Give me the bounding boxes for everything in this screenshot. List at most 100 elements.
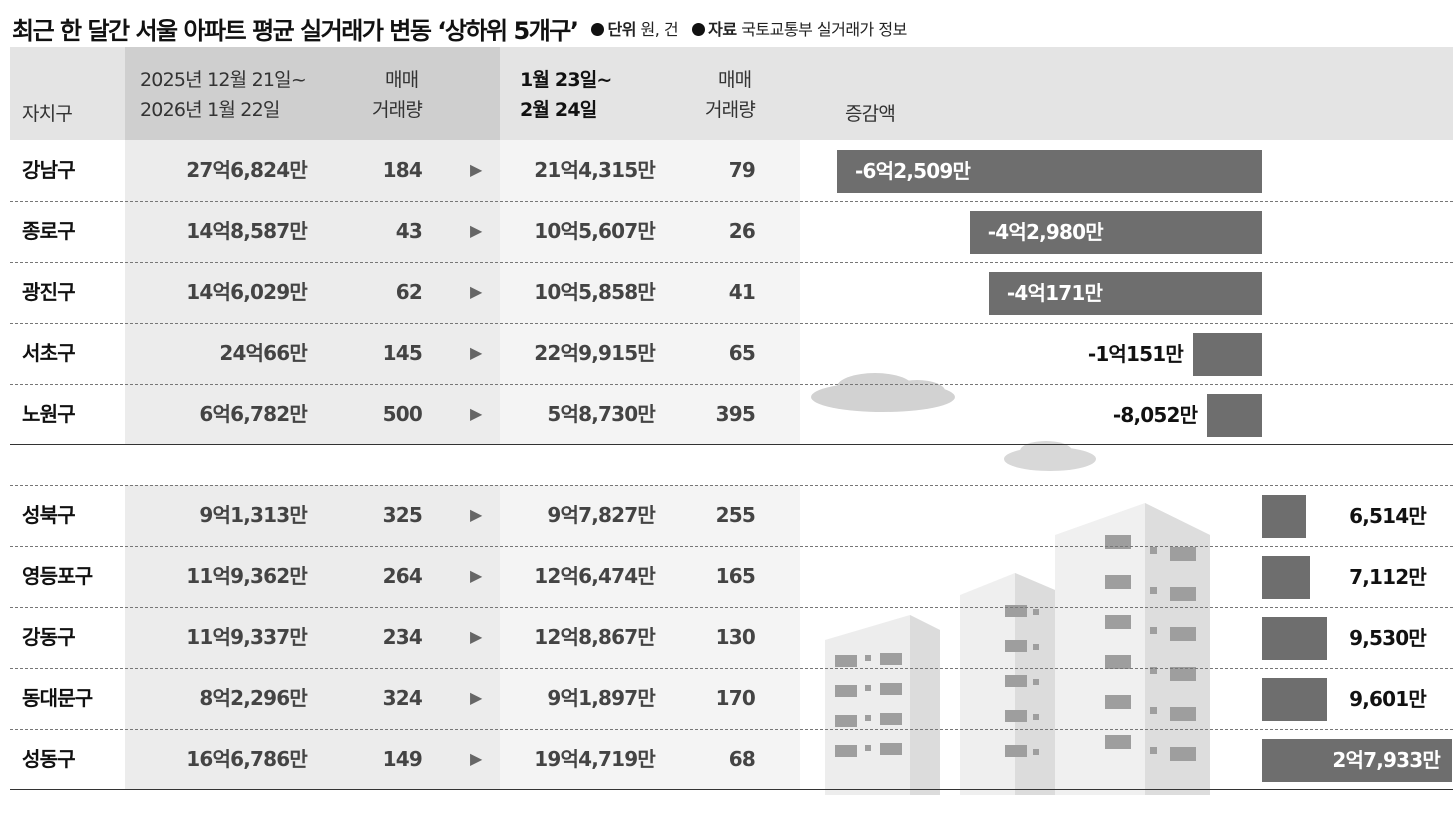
header-period1-line2: 2026년 1월 22일 [140, 99, 280, 121]
row-volume2: 170 [715, 686, 756, 710]
row-district: 노원구 [22, 402, 76, 426]
change-label: 2억7,933만 [1332, 748, 1440, 772]
row-price1: 14억8,587만 [186, 219, 308, 243]
column-shade-bottom [125, 485, 500, 790]
row-volume1: 62 [395, 280, 423, 304]
row-volume2: 165 [715, 564, 756, 588]
row-price1: 24억66만 [219, 341, 307, 365]
bullet-icon [692, 23, 706, 36]
change-label: 7,112만 [1349, 565, 1427, 589]
row-separator [10, 668, 1453, 669]
change-bar [1262, 739, 1452, 782]
row-arrow-icon: ▶ [470, 627, 482, 646]
change-label: 6,514만 [1349, 504, 1427, 528]
header-period1-line1: 2025년 12월 21일~ [140, 69, 307, 91]
row-volume2: 26 [728, 219, 756, 243]
source-label: 자료 [708, 20, 737, 39]
row-volume1: 264 [382, 564, 423, 588]
row-price2: 19억4,719만 [534, 747, 656, 771]
row-volume2: 130 [715, 625, 756, 649]
change-label: -6억2,509만 [855, 159, 971, 183]
change-bar [988, 272, 1262, 315]
row-district: 서초구 [22, 341, 76, 365]
row-arrow-icon: ▶ [470, 505, 482, 524]
title-row: 최근 한 달간 서울 아파트 평균 실거래가 변동 ‘상하위 5개구’ 단위 원… [12, 8, 907, 48]
column-shade2-bottom [500, 485, 800, 790]
row-price2: 21억4,315만 [534, 158, 656, 182]
row-price1: 14억6,029만 [186, 280, 308, 304]
row-price1: 27억6,824만 [186, 158, 308, 182]
header-period1-background [125, 47, 500, 140]
chart-title: 최근 한 달간 서울 아파트 평균 실거래가 변동 ‘상하위 5개구’ [12, 16, 579, 45]
row-district: 강동구 [22, 625, 76, 649]
change-bar [969, 211, 1262, 254]
row-volume1: 325 [382, 503, 423, 527]
row-price2: 5억8,730만 [547, 402, 655, 426]
section-top-line [10, 485, 1453, 486]
section-divider [10, 444, 1453, 445]
source-note: 자료 국토교통부 실거래가 정보 [692, 16, 907, 40]
column-shade-top [125, 140, 500, 445]
row-district: 강남구 [22, 158, 76, 182]
change-bar [1262, 556, 1311, 599]
row-price1: 11억9,362만 [186, 564, 308, 588]
change-label: 9,530만 [1349, 626, 1427, 650]
row-volume1: 43 [395, 219, 423, 243]
row-price1: 11억9,337만 [186, 625, 308, 649]
row-separator [10, 262, 1453, 263]
header-volume2-line2: 거래량 [705, 99, 756, 121]
unit-label: 단위 [607, 20, 636, 39]
unit-value: 원, 건 [640, 20, 679, 39]
change-bar [1207, 394, 1262, 437]
column-shade2-top [500, 140, 800, 445]
row-district: 동대문구 [22, 686, 93, 710]
row-volume2: 255 [715, 503, 756, 527]
header-volume2-line1: 매매 [718, 69, 752, 91]
row-price2: 22억9,915만 [534, 341, 656, 365]
row-price2: 10억5,607만 [534, 219, 656, 243]
row-price2: 10억5,858만 [534, 280, 656, 304]
row-price1: 8억2,296만 [199, 686, 307, 710]
cloud-illustration [811, 373, 955, 412]
row-volume1: 234 [382, 625, 423, 649]
row-price2: 12억6,474만 [534, 564, 656, 588]
row-district: 종로구 [22, 219, 76, 243]
row-volume1: 500 [382, 402, 423, 426]
row-volume1: 145 [382, 341, 423, 365]
row-price1: 6억6,782만 [199, 402, 307, 426]
header-district: 자치구 [22, 103, 73, 125]
change-bar [837, 150, 1262, 193]
change-label: -4억2,980만 [987, 220, 1104, 244]
header-period2-line2: 2월 24일 [520, 99, 597, 121]
header-period2-line1: 1월 23일~ [520, 69, 612, 91]
change-label: -8,052만 [1112, 403, 1198, 427]
apartment-buildings-illustration [825, 503, 1210, 795]
row-volume2: 65 [728, 341, 756, 365]
row-separator [10, 323, 1453, 324]
table-bottom-line [10, 789, 1453, 790]
row-price2: 9억7,827만 [547, 503, 655, 527]
row-separator [10, 201, 1453, 202]
row-district: 광진구 [22, 280, 76, 304]
row-volume1: 149 [382, 747, 423, 771]
row-volume1: 184 [382, 158, 423, 182]
source-value: 국토교통부 실거래가 정보 [741, 20, 907, 39]
row-price2: 9억1,897만 [547, 686, 655, 710]
row-arrow-icon: ▶ [470, 566, 482, 585]
change-label: -1억151만 [1087, 342, 1184, 366]
header-volume1-line1: 매매 [385, 69, 419, 91]
row-volume1: 324 [382, 686, 423, 710]
bullet-icon [591, 23, 605, 36]
change-bar [1262, 495, 1307, 538]
row-district: 영등포구 [22, 564, 93, 588]
row-arrow-icon: ▶ [470, 749, 482, 768]
row-price2: 12억8,867만 [534, 625, 656, 649]
row-arrow-icon: ▶ [470, 343, 482, 362]
row-volume2: 395 [715, 402, 756, 426]
row-volume2: 68 [728, 747, 756, 771]
row-separator [10, 729, 1453, 730]
row-separator [10, 384, 1453, 385]
row-price1: 9억1,313만 [199, 503, 307, 527]
change-bar [1192, 333, 1262, 376]
row-arrow-icon: ▶ [470, 221, 482, 240]
